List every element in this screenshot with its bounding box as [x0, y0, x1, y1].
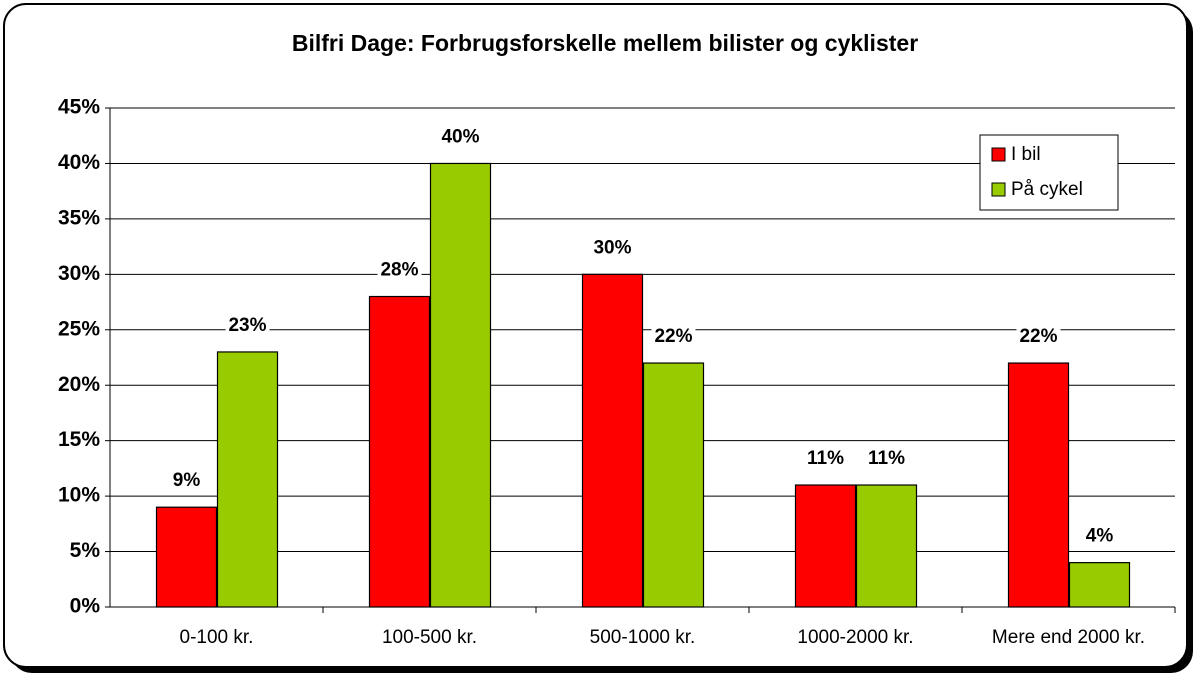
y-tick-label: 15% — [58, 428, 100, 451]
y-tick-label: 25% — [58, 317, 100, 340]
bar — [216, 351, 279, 608]
y-tick-label: 45% — [58, 96, 100, 119]
bar — [429, 162, 492, 608]
value-label-bg — [1077, 524, 1122, 547]
legend-swatch — [991, 147, 1006, 162]
value-label-bg — [164, 469, 209, 492]
y-tick-label: 35% — [58, 206, 100, 229]
legend-swatch — [991, 182, 1006, 197]
x-tick-label: 100-500 kr. — [382, 627, 477, 648]
value-label-bg — [651, 325, 696, 348]
value-label: 9% — [173, 470, 201, 491]
value-label: 11% — [868, 448, 905, 469]
value-label: 4% — [1086, 526, 1114, 547]
value-label: 22% — [1019, 326, 1057, 347]
bar — [581, 273, 644, 608]
value-label: 40% — [441, 126, 479, 147]
y-tick-label: 40% — [58, 151, 100, 174]
bar — [1068, 562, 1131, 608]
y-tick-label: 30% — [58, 262, 100, 285]
y-tick-label: 5% — [70, 539, 101, 562]
value-label-bg — [590, 236, 635, 259]
chart-title: Bilfri Dage: Forbrugsforskelle mellem bi… — [292, 30, 918, 56]
value-label-bg — [438, 125, 483, 148]
x-tick-label: 1000-2000 kr. — [797, 627, 913, 648]
bar — [642, 362, 705, 608]
bar — [155, 506, 218, 608]
x-tick-label: 500-1000 kr. — [590, 627, 696, 648]
legend-label: På cykel — [1011, 179, 1083, 200]
value-label: 28% — [380, 260, 418, 281]
value-label-bg — [1016, 325, 1061, 348]
y-tick-label: 0% — [70, 595, 101, 618]
value-label: 23% — [228, 315, 266, 336]
value-label-bg — [803, 447, 848, 470]
bar — [794, 484, 857, 608]
bar — [1007, 362, 1070, 608]
value-label: 30% — [593, 237, 631, 258]
x-tick-label: Mere end 2000 kr. — [992, 627, 1145, 648]
bar — [855, 484, 918, 608]
y-tick-label: 20% — [58, 373, 100, 396]
x-tick-label: 0-100 kr. — [180, 627, 254, 648]
bar — [368, 295, 431, 608]
value-label: 11% — [807, 448, 844, 469]
y-tick-label: 10% — [58, 484, 100, 507]
value-label-bg — [377, 258, 422, 281]
value-label-bg — [225, 313, 270, 336]
legend-label: I bil — [1011, 144, 1041, 165]
value-label: 22% — [654, 326, 692, 347]
value-label-bg — [864, 447, 909, 470]
